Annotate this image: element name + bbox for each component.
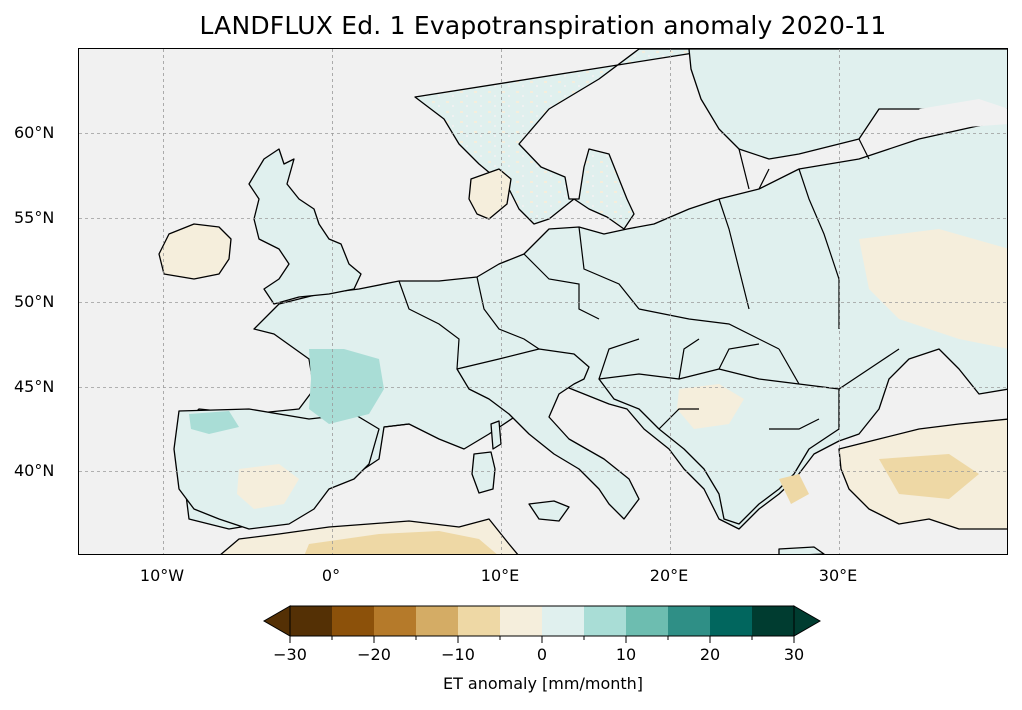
lon-label-20e: 20°E — [649, 566, 689, 585]
anomaly-scandinavia-gap — [549, 144, 584, 169]
colorbar-segment — [710, 606, 753, 636]
colorbar-label: ET anomaly [mm/month] — [442, 674, 644, 693]
colorbar-extend-high — [793, 605, 822, 637]
scandinavia-land — [414, 49, 720, 230]
anomaly-balkans-dry — [677, 384, 744, 429]
lon-label-30e: 30°E — [818, 566, 858, 585]
colorbar-segment — [332, 606, 375, 636]
map-canvas — [79, 49, 1007, 554]
balkans-land — [598, 368, 840, 525]
ireland-land — [158, 223, 232, 280]
anomaly-turkey-dry — [879, 454, 979, 499]
colorbar-tick-label: 0 — [536, 645, 548, 664]
denmark-land — [468, 168, 512, 220]
gridlines — [79, 49, 1007, 554]
anomaly-spain-south — [237, 464, 299, 509]
anomaly-africa-dry — [304, 531, 497, 554]
anomaly-iberia-north — [189, 411, 239, 434]
colorbar-segment — [500, 606, 543, 636]
country-borders — [383, 138, 900, 430]
finland-land — [688, 49, 1007, 160]
colorbar-segment — [668, 606, 711, 636]
map-panel — [78, 48, 1008, 555]
chart-title: LANDFLUX Ed. 1 Evapotranspiration anomal… — [199, 11, 887, 40]
italy-land — [456, 348, 640, 520]
colorbar — [262, 605, 822, 643]
colorbar-segment — [416, 606, 459, 636]
crete-land — [778, 546, 825, 554]
anomaly-finland-gap — [919, 99, 1007, 129]
colorbar-segment — [374, 606, 417, 636]
colorbar-segment — [584, 606, 627, 636]
colorbar-tick-label: −10 — [441, 645, 475, 664]
colorbar-segment — [752, 606, 795, 636]
great-britain-land — [248, 148, 362, 305]
lon-label-10w: 10°W — [139, 566, 185, 585]
sicily-land — [528, 500, 570, 522]
colorbar-tick-label: 20 — [699, 645, 721, 664]
lon-label-10e: 10°E — [480, 566, 520, 585]
anomaly-france-positive — [309, 349, 384, 424]
lat-label-45n: 45°N — [14, 377, 55, 396]
colorbar-tick-label: 30 — [783, 645, 805, 664]
colorbar-tick-label: 10 — [615, 645, 637, 664]
sardinia-land — [471, 451, 496, 494]
colorbar-segment — [290, 606, 333, 636]
anomaly-greece-dry — [779, 474, 809, 504]
lon-label-0: 0° — [321, 566, 341, 585]
colorbar-extend-low — [262, 605, 291, 637]
anomaly-patches — [189, 99, 1007, 554]
corsica-land — [490, 420, 502, 450]
lat-label-55n: 55°N — [14, 208, 55, 227]
colorbar-segment — [542, 606, 585, 636]
colorbar-tick-label: −30 — [273, 645, 307, 664]
colorbar-tick-label: −20 — [357, 645, 391, 664]
lat-label-60n: 60°N — [14, 123, 55, 142]
lat-label-50n: 50°N — [14, 292, 55, 311]
lat-label-40n: 40°N — [14, 461, 55, 480]
colorbar-segment — [626, 606, 669, 636]
colorbar-segment — [458, 606, 501, 636]
anomaly-ukraine-dry — [859, 229, 1007, 349]
